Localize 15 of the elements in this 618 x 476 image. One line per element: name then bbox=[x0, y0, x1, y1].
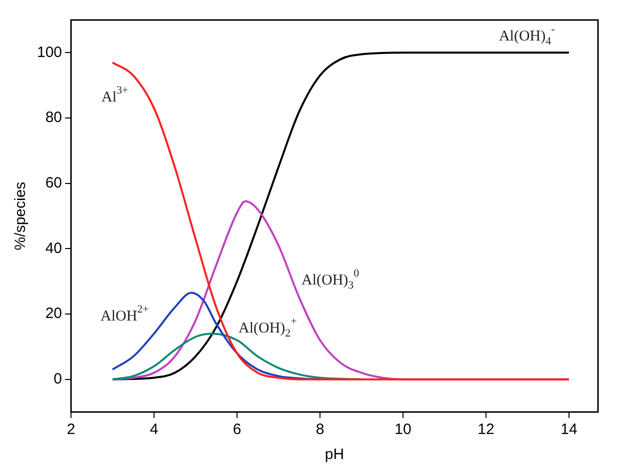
x-tick-label: 2 bbox=[66, 421, 76, 438]
y-tick-label: 40 bbox=[45, 240, 62, 257]
x-tick-label: 10 bbox=[394, 421, 412, 438]
x-tick-label: 14 bbox=[560, 421, 578, 438]
x-tick-label: 4 bbox=[150, 421, 158, 438]
x-tick-label: 12 bbox=[478, 421, 494, 438]
x-tick-label: 8 bbox=[316, 421, 324, 438]
y-tick-label: 60 bbox=[45, 174, 62, 192]
x-axis-title: pH bbox=[324, 446, 344, 464]
x-tick-label: 6 bbox=[232, 421, 242, 438]
y-tick-label: 20 bbox=[45, 305, 62, 322]
y-axis-title: %/species bbox=[12, 182, 30, 250]
y-tick-label: 100 bbox=[36, 44, 62, 61]
y-tick-label: 0 bbox=[54, 370, 62, 388]
y-tick-label: 80 bbox=[45, 109, 62, 126]
